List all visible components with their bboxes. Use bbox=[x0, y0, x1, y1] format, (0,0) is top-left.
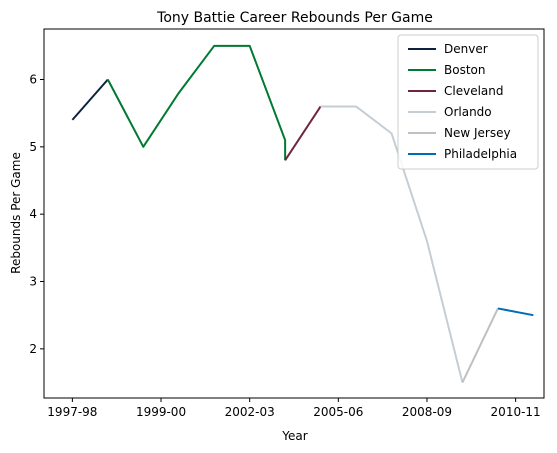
y-axis-title: Rebounds Per Game bbox=[9, 152, 23, 274]
x-tick-label-5: 2010-11 bbox=[491, 405, 541, 419]
x-axis-title: Year bbox=[281, 429, 307, 443]
x-tick-label-1: 1999-00 bbox=[136, 405, 186, 419]
y-axis: 2 3 4 5 6 bbox=[29, 73, 44, 356]
series-line-philadelphia bbox=[497, 307, 534, 317]
legend-label-boston: Boston bbox=[444, 63, 485, 77]
x-tick-label-2: 2002-03 bbox=[225, 405, 275, 419]
plot-frame bbox=[43, 28, 545, 399]
y-tick-label-0: 2 bbox=[29, 342, 37, 356]
series-layer bbox=[71, 44, 534, 383]
legend: Denver Boston Cleveland Orlando New Jersey Ph… bbox=[397, 34, 539, 170]
series-line-new-jersey bbox=[461, 308, 499, 383]
y-tick-label-1: 3 bbox=[29, 275, 37, 289]
series-line-denver bbox=[71, 78, 109, 121]
legend-label-orlando: Orlando bbox=[444, 105, 492, 119]
x-tick-label-0: 1997-98 bbox=[47, 405, 97, 419]
legend-label-cleveland: Cleveland bbox=[444, 84, 504, 98]
y-tick-label-3: 5 bbox=[29, 140, 37, 154]
legend-box bbox=[397, 34, 539, 170]
x-tick-label-4: 2008-09 bbox=[402, 405, 452, 419]
y-tick-label-4: 6 bbox=[29, 73, 37, 87]
x-axis: 1997-98 1999-00 2002-03 2005-06 2008-09 2010-… bbox=[47, 398, 541, 419]
legend-label-denver: Denver bbox=[444, 42, 488, 56]
legend-label-new-jersey: New Jersey bbox=[444, 126, 511, 140]
x-tick-label-3: 2005-06 bbox=[313, 405, 363, 419]
chart-title: Tony Battie Career Rebounds Per Game bbox=[156, 10, 433, 26]
legend-label-philadelphia: Philadelphia bbox=[444, 147, 517, 161]
y-tick-label-2: 4 bbox=[29, 207, 37, 221]
series-line-cleveland bbox=[284, 105, 322, 161]
